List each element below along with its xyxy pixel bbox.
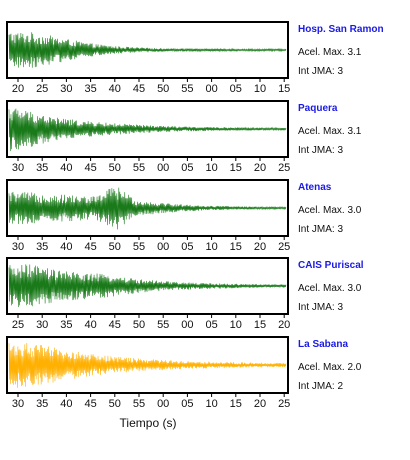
station-panel: 30 35 40 45 50 55 00 05 10 15 20 25 La Sabana Acel. M…	[6, 336, 362, 410]
x-tick-label: 40	[109, 83, 121, 95]
jma-intensity-label: Int JMA: 3	[298, 302, 343, 313]
x-tick-label: 35	[60, 319, 72, 331]
x-tick-label: 20	[254, 162, 266, 174]
x-tick-label: 50	[133, 319, 145, 331]
x-tick-label: 00	[157, 162, 169, 174]
station-name: CAIS Puriscal	[298, 260, 364, 271]
x-tick-label: 30	[12, 241, 24, 253]
jma-intensity-label: Int JMA: 2	[298, 381, 343, 392]
x-tick-label: 05	[181, 241, 193, 253]
waveform-trace	[8, 342, 287, 388]
x-tick-label: 45	[84, 241, 96, 253]
x-tick-label: 15	[230, 398, 242, 410]
max-acceleration-label: Acel. Max. 2.0	[298, 362, 362, 373]
x-tick-label: 45	[133, 83, 145, 95]
x-tick-label: 20	[12, 83, 24, 95]
x-tick-label: 15	[278, 83, 290, 95]
x-tick-label: 35	[36, 398, 48, 410]
x-tick-label: 45	[109, 319, 121, 331]
x-tick-label: 10	[205, 162, 217, 174]
x-axis-title: Tiempo (s)	[120, 416, 177, 430]
x-tick-label: 55	[133, 398, 145, 410]
x-tick-label: 25	[278, 162, 290, 174]
max-acceleration-label: Acel. Max. 3.0	[298, 205, 362, 216]
x-tick-label: 10	[205, 241, 217, 253]
x-tick-label: 20	[254, 398, 266, 410]
x-tick-label: 35	[36, 241, 48, 253]
station-name: Paquera	[298, 103, 338, 114]
x-tick-label: 15	[254, 319, 266, 331]
x-tick-label: 45	[84, 162, 96, 174]
station-panel: 25 30 35 40 45 50 55 00 05 10 15 20 CAIS Puriscal Ace…	[6, 257, 364, 331]
x-tick-label: 10	[230, 319, 242, 331]
x-tick-label: 00	[157, 241, 169, 253]
station-name: La Sabana	[298, 339, 348, 350]
x-tick-label: 05	[230, 83, 242, 95]
x-tick-label: 40	[60, 241, 72, 253]
waveform-trace	[8, 108, 287, 152]
x-tick-label: 40	[84, 319, 96, 331]
x-tick-label: 45	[84, 398, 96, 410]
x-tick-label: 50	[157, 83, 169, 95]
x-tick-label: 05	[205, 319, 217, 331]
waveform-trace	[8, 32, 287, 68]
x-tick-label: 05	[181, 398, 193, 410]
x-tick-label: 40	[60, 162, 72, 174]
station-panel: 30 35 40 45 50 55 00 05 10 15 20 25 Atenas Acel. Max.…	[6, 179, 362, 253]
x-tick-label: 25	[278, 398, 290, 410]
x-tick-label: 55	[157, 319, 169, 331]
x-tick-label: 30	[12, 398, 24, 410]
x-tick-label: 50	[109, 241, 121, 253]
x-tick-label: 25	[278, 241, 290, 253]
x-tick-label: 30	[60, 83, 72, 95]
x-tick-label: 50	[109, 398, 121, 410]
x-tick-label: 20	[278, 319, 290, 331]
jma-intensity-label: Int JMA: 3	[298, 224, 343, 235]
x-tick-label: 35	[84, 83, 96, 95]
x-tick-label: 35	[36, 162, 48, 174]
station-panel: 30 35 40 45 50 55 00 05 10 15 20 25 Paquera Acel. Max…	[6, 100, 362, 174]
jma-intensity-label: Int JMA: 3	[298, 66, 343, 77]
max-acceleration-label: Acel. Max. 3.1	[298, 126, 362, 137]
x-tick-label: 00	[157, 398, 169, 410]
x-tick-label: 50	[109, 162, 121, 174]
x-tick-label: 15	[230, 162, 242, 174]
x-tick-label: 55	[181, 83, 193, 95]
x-tick-label: 55	[133, 162, 145, 174]
jma-intensity-label: Int JMA: 3	[298, 145, 343, 156]
x-tick-label: 30	[36, 319, 48, 331]
x-tick-label: 05	[181, 162, 193, 174]
x-tick-label: 25	[36, 83, 48, 95]
waveform-trace	[8, 187, 287, 230]
x-tick-label: 00	[205, 83, 217, 95]
max-acceleration-label: Acel. Max. 3.1	[298, 47, 362, 58]
station-name: Atenas	[298, 182, 332, 193]
x-tick-label: 10	[254, 83, 266, 95]
station-panel: 20 25 30 35 40 45 50 55 00 05 10 15 Hosp. San Ramon A…	[6, 21, 384, 95]
x-tick-label: 00	[181, 319, 193, 331]
x-tick-label: 40	[60, 398, 72, 410]
x-tick-label: 10	[205, 398, 217, 410]
max-acceleration-label: Acel. Max. 3.0	[298, 283, 362, 294]
waveform-trace	[8, 264, 287, 308]
seismogram-panels: 20 25 30 35 40 45 50 55 00 05 10 15 Hosp. San Ramon A…	[6, 21, 384, 410]
x-tick-label: 55	[133, 241, 145, 253]
station-name: Hosp. San Ramon	[298, 24, 384, 35]
x-tick-label: 25	[12, 319, 24, 331]
x-tick-label: 20	[254, 241, 266, 253]
x-tick-label: 30	[12, 162, 24, 174]
x-tick-label: 15	[230, 241, 242, 253]
